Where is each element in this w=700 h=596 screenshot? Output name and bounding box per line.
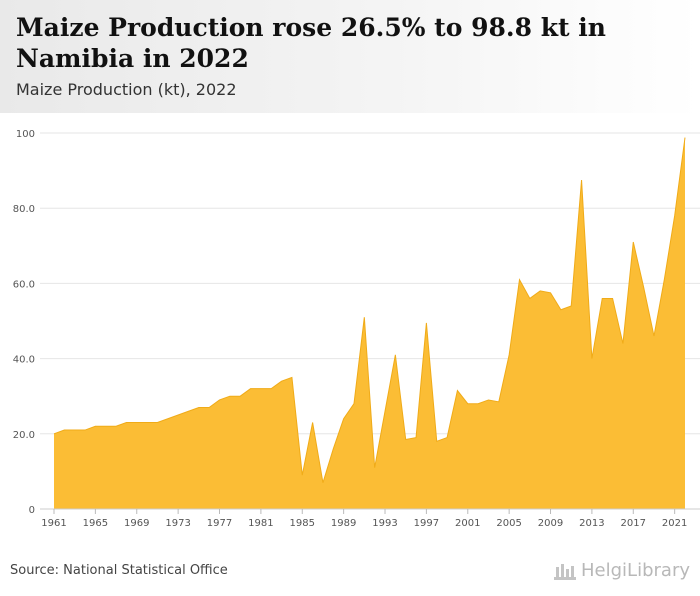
x-tick-label: 1969: [124, 518, 149, 529]
x-tick-label: 1997: [414, 518, 439, 529]
x-tick-label: 1989: [331, 518, 356, 529]
y-tick-label: 60.0: [13, 279, 35, 290]
y-tick-label: 20.0: [13, 430, 35, 441]
x-tick-label: 2005: [496, 518, 521, 529]
x-tick-label: 1985: [290, 518, 315, 529]
x-tick-label: 2009: [538, 518, 563, 529]
series-area: [54, 137, 685, 509]
x-tick-label: 2013: [579, 518, 604, 529]
x-tick-label: 1961: [41, 518, 66, 529]
y-tick-label: 100: [16, 129, 35, 140]
x-tick-label: 1965: [83, 518, 108, 529]
brand-watermark: HelgiLibrary: [553, 560, 690, 581]
source-note: Source: National Statistical Office: [10, 563, 228, 578]
x-tick-label: 1981: [248, 518, 273, 529]
brand-name: HelgiLibrary: [581, 560, 690, 581]
library-logo-icon: [554, 563, 577, 580]
area-chart: 0 20.0 40.0 60.0 80.0 100 1961 1965 1969 1973 1977…: [13, 129, 700, 529]
y-tick-label: 80.0: [13, 204, 35, 215]
y-tick-label: 40.0: [13, 355, 35, 366]
x-tick-label: 1977: [207, 518, 232, 529]
y-tick-label: 0: [29, 505, 35, 516]
x-tick-label: 1993: [372, 518, 397, 529]
header: Maize Production rose 26.5% to 98.8 kt i…: [0, 0, 700, 113]
x-tick-label: 2001: [455, 518, 480, 529]
x-tick-label: 1973: [165, 518, 190, 529]
x-tick-label: 2017: [621, 518, 646, 529]
x-tick-label: 2021: [662, 518, 687, 529]
chart-title: Maize Production rose 26.5% to 98.8 kt i…: [16, 13, 606, 73]
series-line: [53, 137, 686, 483]
chart-subtitle: Maize Production (kt), 2022: [16, 80, 237, 99]
